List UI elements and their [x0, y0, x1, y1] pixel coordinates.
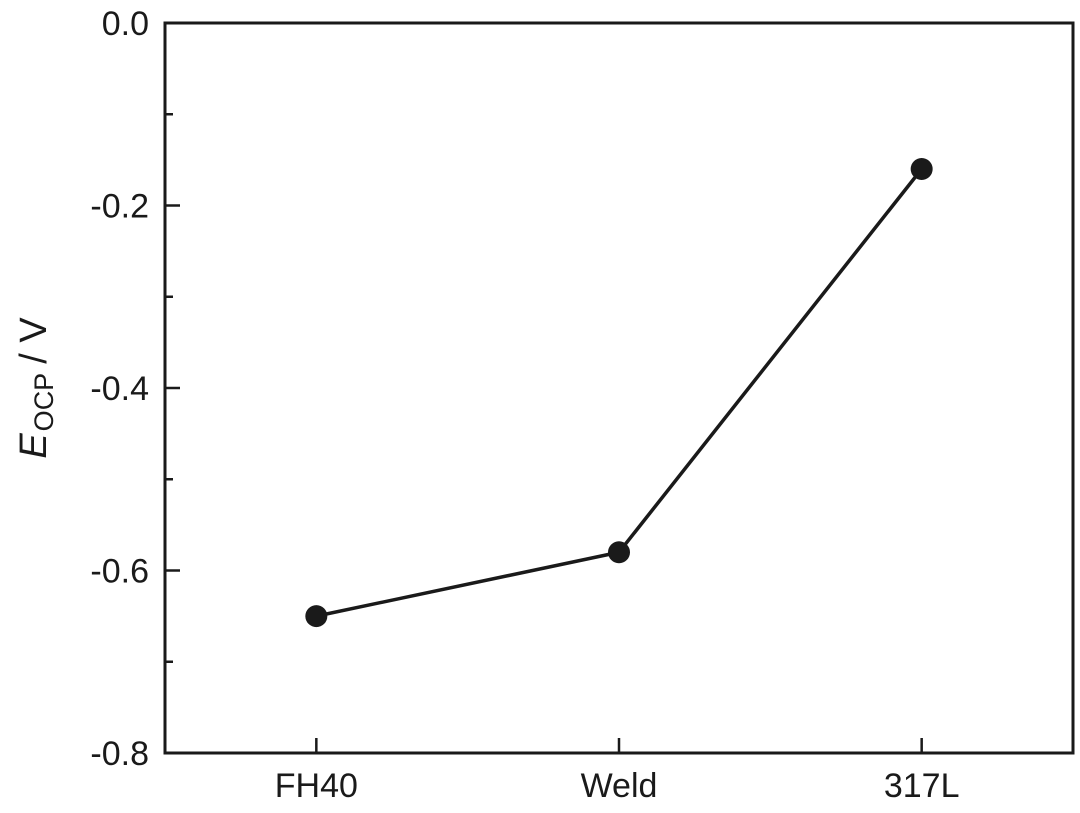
y-tick-label: -0.4 — [90, 370, 149, 408]
x-tick-label: Weld — [581, 767, 658, 805]
axis-tick-labels: 0.0 -0.2 -0.4 -0.6 -0.8 FH40 Weld 317L — [90, 5, 959, 805]
plot-area-border — [163, 21, 1075, 755]
y-tick-label: -0.2 — [90, 188, 149, 226]
x-tick-label: FH40 — [275, 767, 358, 805]
y-axis-title-subscript: OCP — [29, 373, 59, 432]
y-axis-title-unit: / V — [13, 317, 55, 364]
y-axis-title-symbol: E — [13, 433, 55, 459]
y-axis-title: EOCP / V — [13, 317, 59, 459]
data-point-marker — [305, 605, 328, 628]
data-point-marker — [608, 541, 630, 564]
y-tick-label: 0.0 — [102, 5, 149, 43]
data-series — [305, 158, 933, 628]
data-point-marker — [910, 158, 933, 180]
y-tick-label: -0.8 — [90, 735, 149, 773]
axis-ticks — [165, 21, 923, 755]
x-tick-label: 317L — [884, 767, 960, 805]
y-tick-label: -0.6 — [90, 553, 149, 591]
